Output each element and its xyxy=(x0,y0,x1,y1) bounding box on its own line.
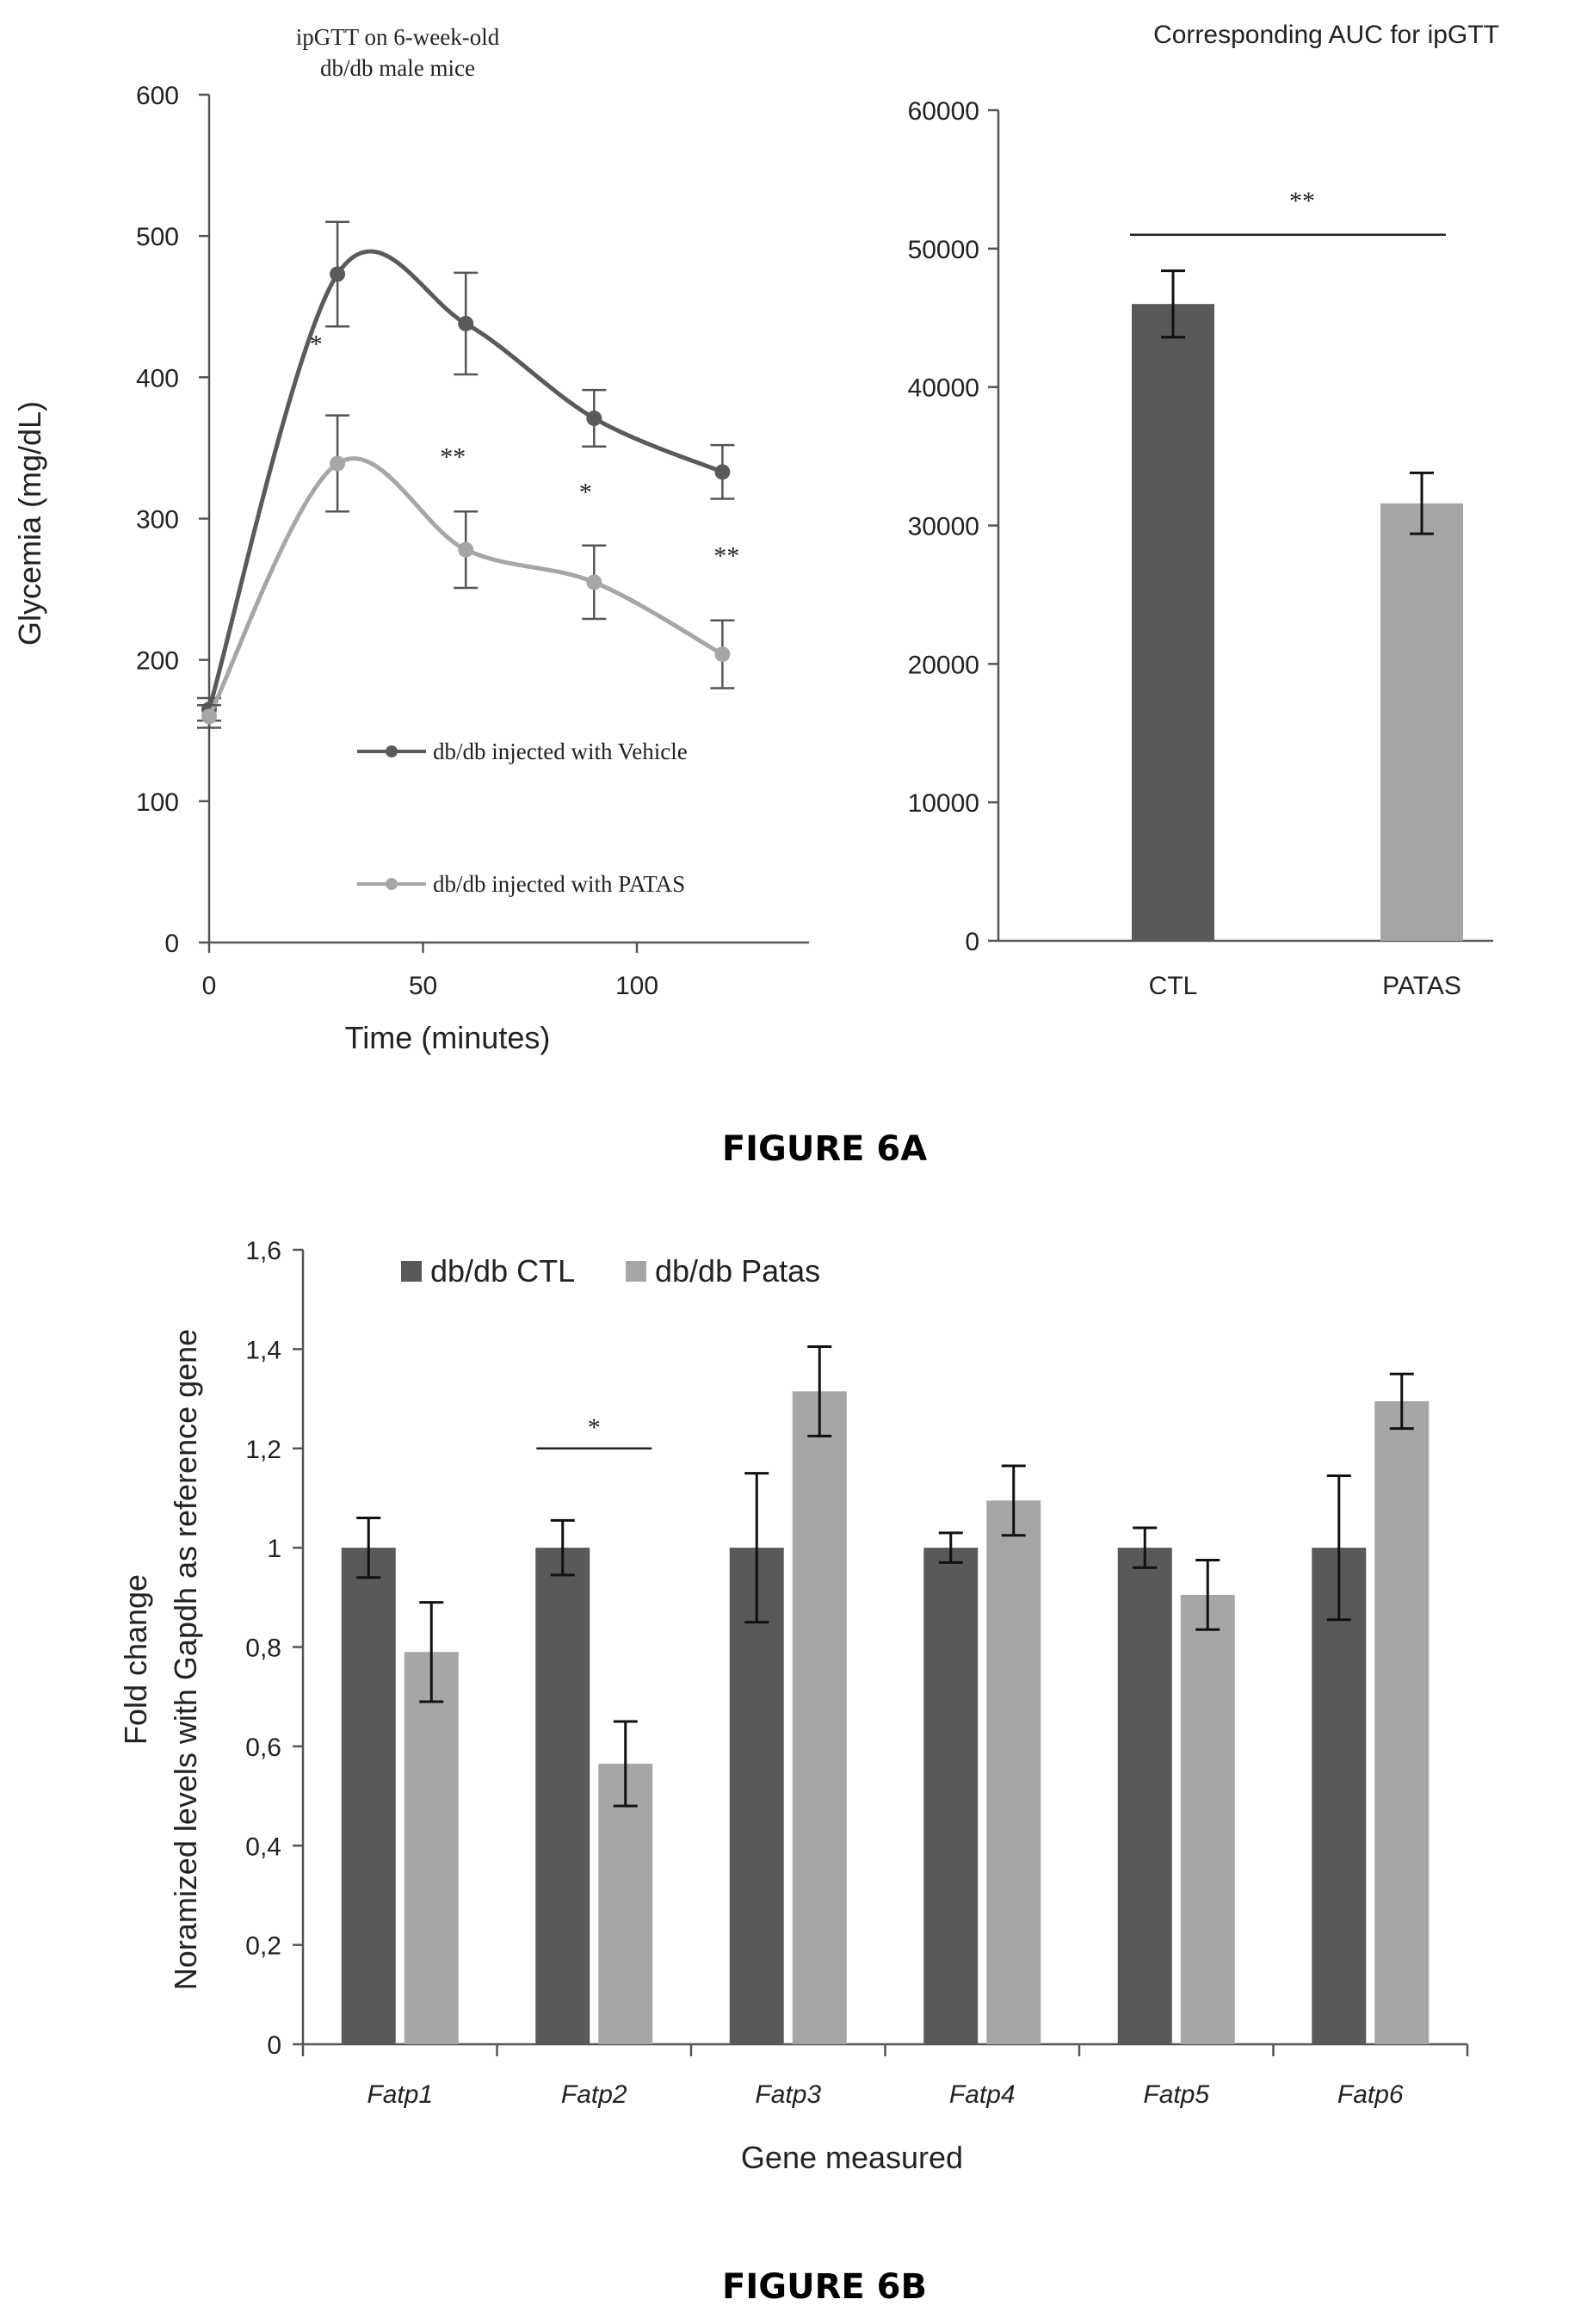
fatp-axes xyxy=(301,1250,1467,2046)
ipgtt-y-tick-label: 600 xyxy=(136,82,179,110)
fatp-y-tick-label: 1,6 xyxy=(245,1237,281,1265)
fatp-bars: Fatp1 Fatp2 Fatp3 Fatp4 Fatp5 Fatp6 xyxy=(341,1344,1430,2109)
fatp-x-tick-label: Fatp2 xyxy=(561,2080,627,2109)
auc-x-tick-label: CTL xyxy=(1149,972,1198,1000)
auc-title: Corresponding AUC for ipGTT xyxy=(1153,21,1499,49)
auc-y-tick-label: 50000 xyxy=(908,236,979,264)
fatp-bar-fatp6-ctl xyxy=(1312,1548,1367,2044)
ipgtt-significance-mark: ** xyxy=(713,542,739,571)
fatp-x-tick-label: Fatp6 xyxy=(1337,2080,1404,2109)
ipgtt-x-tick-label: 50 xyxy=(409,972,437,1000)
legend-patas-swatch xyxy=(626,1261,646,1282)
auc-significance: ** xyxy=(1130,187,1446,236)
fatp-y-tick-label: 0,2 xyxy=(245,1932,281,1961)
fatp-legend: db/db CTL db/db Patas xyxy=(401,1253,820,1289)
fatp-bar-fatp3-ctl xyxy=(729,1548,784,2044)
legend-patas-label: db/db injected with PATAS xyxy=(433,871,685,897)
legend-ctl-swatch xyxy=(401,1261,422,1282)
ipgtt-data-point xyxy=(714,646,731,663)
ipgtt-significance-mark: * xyxy=(579,479,592,507)
auc-y-tick-label: 30000 xyxy=(908,513,979,541)
fatp-bar-fatp6-patas xyxy=(1374,1400,1430,2044)
fatp-bar-fatp3-patas xyxy=(792,1391,847,2044)
ipgtt-x-axis-title: Time (minutes) xyxy=(345,1020,551,1055)
ipgtt-y-tick-label: 300 xyxy=(136,506,179,535)
legend-vehicle-label: db/db injected with Vehicle xyxy=(433,739,688,764)
auc-x-tick-label: PATAS xyxy=(1382,972,1461,1000)
ipgtt-data-point xyxy=(714,464,731,480)
ipgtt-ticks: 0 100 200 300 400 500 600 0 50 100 xyxy=(136,82,658,1000)
fatp-y-tick-label: 0 xyxy=(267,2031,281,2060)
ipgtt-significance: ****** xyxy=(310,330,740,570)
ipgtt-x-tick-label: 100 xyxy=(615,972,658,1000)
ipgtt-x-tick-label: 0 xyxy=(202,972,217,1000)
legend-patas-label: db/db Patas xyxy=(655,1253,820,1289)
auc-y-tick-label: 20000 xyxy=(908,651,979,679)
ipgtt-y-tick-label: 500 xyxy=(136,223,179,251)
fatp-bar-fatp1-ctl xyxy=(341,1548,396,2044)
ipgtt-line-chart: ipGTT on 6-week-old db/db male mice 0 100… xyxy=(12,24,809,1055)
fatp-y-axis-title-line1: Fold change xyxy=(118,1574,153,1745)
legend-patas-marker xyxy=(386,878,398,890)
auc-y-tick-label: 40000 xyxy=(908,374,979,403)
fatp-y-tick-label: 0,4 xyxy=(245,1833,281,1861)
ipgtt-series xyxy=(197,220,735,729)
figure-6b-label: FIGURE 6B xyxy=(722,2267,927,2307)
fatp-grouped-bar-chart: 00,20,40,60,811,21,41,6 Fatp1 Fatp2 Fatp3 F… xyxy=(118,1237,1469,2175)
ipgtt-data-point xyxy=(458,315,474,331)
fatp-x-tick-label: Fatp1 xyxy=(367,2080,433,2109)
fatp-y-tick-label: 0,6 xyxy=(245,1734,281,1762)
ipgtt-data-point xyxy=(586,410,602,426)
ipgtt-significance-mark: ** xyxy=(440,443,466,472)
ipgtt-title-line2: db/db male mice xyxy=(320,55,475,81)
fatp-y-tick-label: 1,2 xyxy=(245,1436,281,1464)
ipgtt-data-point xyxy=(330,266,346,282)
fatp-x-axis-title: Gene measured xyxy=(741,2140,963,2175)
ipgtt-legend: db/db injected with Vehicle db/db inject… xyxy=(357,739,688,897)
auc-significance-mark: ** xyxy=(1289,187,1315,215)
ipgtt-series-line-vehicle xyxy=(207,249,724,710)
auc-bar-ctl xyxy=(1132,304,1214,942)
ipgtt-series-line-patas xyxy=(207,456,724,718)
auc-y-tick-label: 10000 xyxy=(908,789,979,818)
figure-6a-label: FIGURE 6A xyxy=(722,1129,927,1169)
legend-vehicle-marker xyxy=(386,745,398,757)
ipgtt-significance-mark: * xyxy=(310,330,323,358)
ipgtt-y-tick-label: 100 xyxy=(136,788,179,817)
fatp-bar-fatp4-patas xyxy=(986,1500,1041,2044)
auc-bars: CTL PATAS xyxy=(1132,269,1463,1000)
fatp-y-tick-label: 1,4 xyxy=(245,1336,281,1364)
fatp-bar-fatp5-ctl xyxy=(1117,1548,1172,2044)
fatp-y-tick-label: 0,8 xyxy=(245,1635,281,1663)
fatp-significance-mark: * xyxy=(588,1413,601,1442)
fatp-bar-fatp1-patas xyxy=(404,1652,459,2044)
ipgtt-data-point xyxy=(201,708,217,725)
auc-y-tick-label: 0 xyxy=(965,928,979,956)
ipgtt-title-line1: ipGTT on 6-week-old xyxy=(296,24,500,50)
fatp-x-tick-label: Fatp3 xyxy=(755,2080,821,2109)
ipgtt-y-tick-label: 200 xyxy=(136,647,179,676)
fatp-y-axis-title-line2: Noramized levels with Gapdh as reference… xyxy=(168,1329,203,1990)
auc-bar-chart: Corresponding AUC for ipGTT 0 10000 20000 3… xyxy=(908,21,1499,1000)
fatp-significance: * xyxy=(536,1413,652,1449)
fatp-ticks: 0 0,2 0,4 0,6 0,8 1 1,2 1,4 1,6 xyxy=(245,1237,1469,2060)
ipgtt-y-tick-label: 400 xyxy=(136,364,179,392)
ipgtt-data-point xyxy=(458,541,474,558)
fatp-bar-fatp5-patas xyxy=(1180,1594,1235,2044)
fatp-y-tick-label: 1 xyxy=(267,1535,281,1563)
fatp-bar-fatp2-ctl xyxy=(535,1548,590,2044)
ipgtt-data-point xyxy=(586,574,602,590)
ipgtt-y-axis-title: Glycemia (mg/dL) xyxy=(12,401,47,646)
ipgtt-data-point xyxy=(330,455,346,472)
legend-ctl-label: db/db CTL xyxy=(430,1253,575,1289)
fatp-x-tick-label: Fatp5 xyxy=(1143,2080,1209,2109)
auc-ticks: 0 10000 20000 30000 40000 50000 60000 xyxy=(908,97,998,956)
fatp-bar-fatp2-patas xyxy=(598,1764,653,2044)
auc-bar-patas xyxy=(1380,503,1463,941)
fatp-x-tick-label: Fatp4 xyxy=(949,2080,1016,2109)
fatp-bar-fatp4-ctl xyxy=(923,1548,979,2044)
ipgtt-y-tick-label: 0 xyxy=(164,930,179,958)
auc-y-tick-label: 60000 xyxy=(908,97,979,126)
